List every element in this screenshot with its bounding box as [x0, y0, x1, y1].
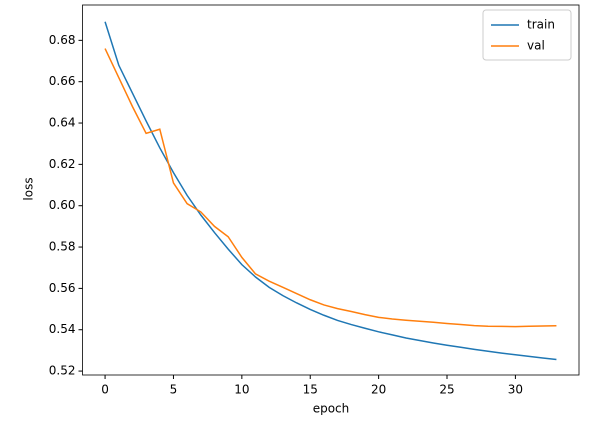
x-tick-label: 15 — [303, 383, 318, 397]
x-tick-label: 25 — [439, 383, 454, 397]
y-tick-label: 0.64 — [49, 116, 76, 130]
y-tick-label: 0.68 — [49, 33, 76, 47]
y-axis-label: loss — [22, 177, 36, 200]
y-tick-label: 0.56 — [49, 281, 76, 295]
legend-label: train — [527, 18, 555, 32]
x-tick-label: 20 — [371, 383, 386, 397]
line-series — [104, 48, 557, 328]
y-tick-label: 0.60 — [49, 198, 76, 212]
x-axis-label: epoch — [313, 402, 350, 416]
y-tick-label: 0.58 — [49, 240, 76, 254]
axes-frame — [82, 4, 580, 376]
legend-label: val — [527, 39, 545, 53]
y-tick-label: 0.62 — [49, 157, 76, 171]
x-tick-label: 10 — [234, 383, 249, 397]
y-tick-label: 0.52 — [49, 364, 76, 378]
x-tick-label: 30 — [508, 383, 523, 397]
y-tick-label: 0.54 — [49, 322, 76, 336]
x-tick-label: 5 — [170, 383, 178, 397]
line-series — [104, 21, 557, 361]
legend-box — [482, 9, 572, 61]
y-tick-label: 0.66 — [49, 74, 76, 88]
x-tick-label: 0 — [101, 383, 109, 397]
